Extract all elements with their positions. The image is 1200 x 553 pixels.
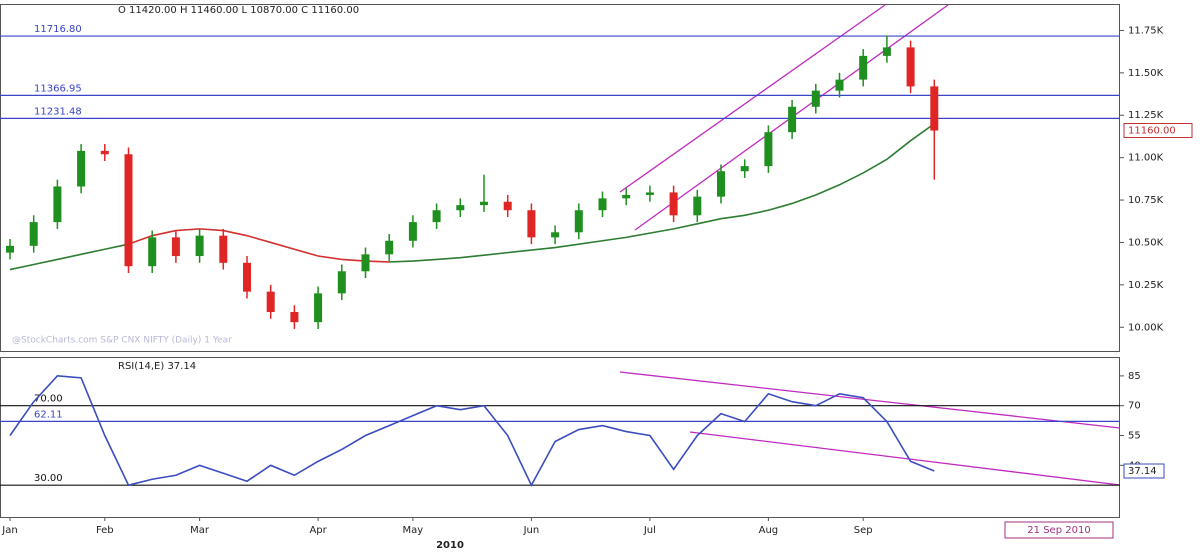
date-box — [1004, 521, 1114, 539]
candle-body — [811, 90, 820, 107]
rsi-trend-line — [689, 431, 1121, 486]
price-panel — [0, 4, 1120, 352]
x-tick-label: Apr — [309, 525, 327, 536]
candle-body — [53, 186, 62, 223]
x-tick-label: Aug — [759, 525, 779, 536]
x-tick-label: Mar — [190, 525, 210, 536]
rsi-title: RSI(14,E) 37.14 — [118, 361, 196, 372]
y-tick-label: 10.75K — [1128, 195, 1164, 206]
candle-body — [337, 271, 346, 294]
candle-body — [385, 240, 394, 255]
candle-body — [693, 196, 702, 216]
candle-body — [77, 150, 86, 187]
candle-body — [290, 311, 299, 323]
candle-body — [408, 222, 417, 241]
y-tick-label: 10.00K — [1128, 322, 1164, 333]
watermark: @StockCharts.com S&P CNX NIFTY (Daily) 1… — [12, 336, 232, 346]
candle-body — [574, 210, 583, 233]
candle-body — [361, 254, 370, 272]
candle-body — [148, 237, 157, 267]
candle-body — [219, 235, 228, 263]
price-header: O 11420.00 H 11460.00 L 10870.00 C 11160… — [118, 5, 359, 16]
x-tick-label: Jun — [523, 525, 540, 536]
last-value-label: 37.14 — [1128, 466, 1157, 477]
moving-average — [9, 123, 935, 271]
reference-label: 62.11 — [34, 409, 63, 420]
candle-body — [740, 166, 749, 172]
candle-body — [717, 171, 725, 197]
candle-body — [456, 205, 465, 211]
x-tick-label: May — [403, 525, 424, 536]
candle-body — [622, 194, 631, 199]
y-tick-label: 11.75K — [1128, 25, 1164, 36]
candle-body — [124, 154, 133, 267]
candle-body — [6, 245, 14, 253]
candle-body — [314, 293, 323, 323]
candle-body — [503, 201, 512, 211]
candle-body — [527, 210, 536, 238]
last-price-label: 11160.00 — [1128, 126, 1176, 137]
y-tick-label: 85 — [1128, 371, 1141, 382]
candle-body — [645, 192, 654, 195]
candle-body — [432, 210, 441, 223]
y-tick-label: 10.50K — [1128, 237, 1164, 248]
candle-body — [29, 222, 38, 246]
candle-body — [882, 47, 891, 56]
y-tick-label: 55 — [1128, 431, 1141, 442]
candle-body — [930, 86, 939, 131]
candle-body — [906, 47, 915, 87]
reference-label: 11366.95 — [34, 83, 82, 94]
y-tick-label: 11.25K — [1128, 110, 1164, 121]
last-price-box — [1123, 123, 1193, 139]
x-tick-label: Sep — [854, 525, 873, 536]
x-tick-label: Jul — [643, 525, 656, 536]
rsi-line — [9, 375, 935, 487]
reference-label: 11231.48 — [34, 106, 82, 117]
candle-body — [480, 201, 488, 206]
date-label: 21 Sep 2010 — [1027, 525, 1090, 536]
y-tick-label: 70 — [1128, 401, 1141, 412]
candle-body — [100, 150, 109, 155]
candle-body — [195, 235, 204, 257]
last-value-box — [1123, 463, 1165, 479]
x-tick-label: Jan — [1, 525, 17, 536]
candle-body — [764, 132, 773, 167]
y-tick-label: 10.25K — [1128, 280, 1164, 291]
candle-body — [669, 192, 678, 216]
y-tick-label: 11.50K — [1128, 68, 1164, 79]
moving-average — [128, 228, 390, 263]
candle-body — [551, 232, 560, 238]
candle-body — [788, 106, 797, 133]
candle-body — [171, 237, 180, 257]
y-tick-label: 11.00K — [1128, 153, 1164, 164]
reference-label: 11716.80 — [34, 24, 82, 35]
reference-label: 30.00 — [34, 473, 63, 484]
candle-body — [835, 79, 844, 91]
candle-body — [243, 262, 251, 292]
x-tick-label: Feb — [96, 525, 114, 536]
x-axis-year: 2010 — [436, 540, 464, 551]
reference-label: 70.00 — [34, 394, 63, 405]
candle-body — [859, 55, 868, 80]
candle-body — [266, 291, 275, 312]
rsi-panel — [0, 357, 1120, 518]
candle-body — [598, 198, 607, 211]
rsi-trend-line — [619, 371, 1121, 429]
